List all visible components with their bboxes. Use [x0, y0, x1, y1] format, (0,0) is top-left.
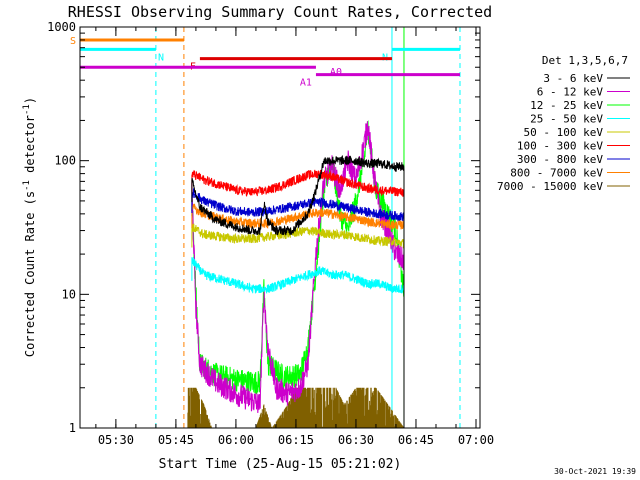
- x-tick-label-1: 05:45: [158, 433, 194, 447]
- y-axis-label-mid: detector: [23, 115, 37, 180]
- x-tick-label-3: 06:15: [278, 433, 314, 447]
- plot-frame: [79, 26, 481, 429]
- legend-label-4: 50 - 100 keV: [524, 126, 604, 139]
- series-line-6: [191, 187, 405, 428]
- series-line-1: [191, 121, 405, 428]
- legend-label-2: 12 - 25 keV: [530, 99, 603, 112]
- y-tick-label-0: 1: [69, 421, 76, 435]
- x-tick-label-0: 05:30: [98, 433, 134, 447]
- legend-label-3: 25 - 50 keV: [530, 113, 603, 126]
- legend-label-0: 3 - 6 keV: [543, 72, 603, 85]
- legend-label-1: 6 - 12 keV: [537, 86, 604, 99]
- footer-date: 30-Oct-2021 19:39: [554, 467, 636, 476]
- y-axis-label-main: Corrected Count Rate (s: [23, 191, 37, 357]
- flag-label-n-1: N: [158, 52, 164, 63]
- x-tick-label-5: 06:45: [398, 433, 434, 447]
- flag-label-a1-5: A1: [300, 78, 312, 89]
- x-tick-label-4: 06:30: [338, 433, 374, 447]
- series-line-4: [191, 223, 405, 428]
- x-tick-label-6: 07:00: [458, 433, 494, 447]
- series-line-5: [191, 169, 405, 428]
- y-axis-label-sup2: -1: [22, 104, 32, 115]
- legend-header: Det 1,3,5,6,7: [542, 54, 628, 67]
- y-tick-label-3: 1000: [47, 20, 76, 34]
- flag-label-a0-4: A0: [330, 67, 342, 78]
- y-tick-label-1: 10: [62, 287, 76, 301]
- x-axis-label: Start Time (25-Aug-15 05:21:02): [159, 457, 402, 472]
- chart-title: RHESSI Observing Summary Count Rates, Co…: [68, 3, 492, 21]
- axes: 1 10 100 1000 05:30 05:45 06:00 06:15 06:30 06:45…: [47, 20, 494, 447]
- series-line-3: [191, 257, 405, 428]
- x-tick-label-2: 06:00: [218, 433, 254, 447]
- series-line-7: [191, 203, 405, 428]
- y-axis-label-sup1: -1: [22, 180, 32, 191]
- series-line-0: [191, 155, 405, 428]
- legend-label-5: 100 - 300 keV: [517, 140, 603, 153]
- plot-area: SNNFA0A1: [70, 27, 461, 428]
- legend-label-7: 800 - 7000 keV: [510, 167, 603, 180]
- y-axis-label-end: ): [23, 97, 37, 104]
- legend-label-8: 7000 - 15000 keV: [497, 180, 603, 193]
- legend-label-6: 300 - 800 keV: [517, 153, 603, 166]
- y-tick-label-2: 100: [54, 154, 76, 168]
- y-axis-label: Corrected Count Rate (s-1 detector-1): [22, 97, 37, 357]
- flag-label-s-0: S: [70, 36, 76, 47]
